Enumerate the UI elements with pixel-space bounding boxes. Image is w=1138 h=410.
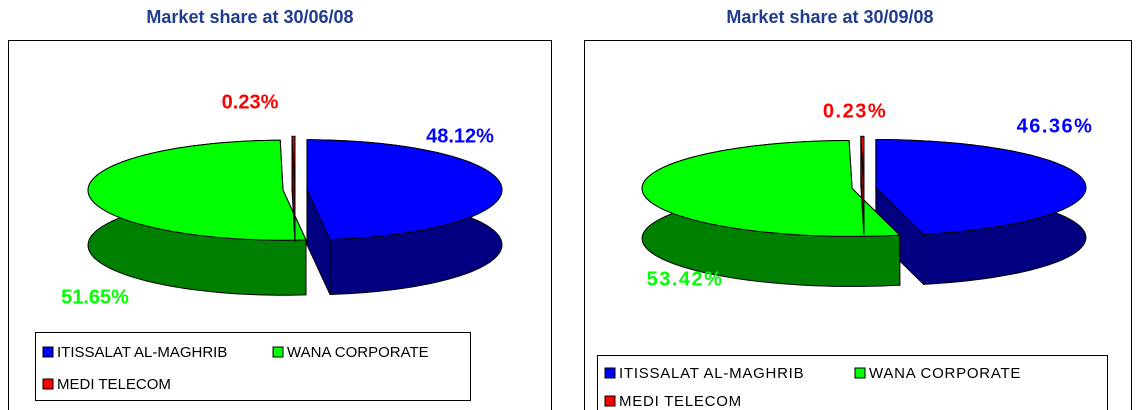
data-label: 46.36% bbox=[1017, 115, 1094, 137]
legend-swatch bbox=[854, 367, 866, 379]
legend-label: MEDI TELECOM bbox=[619, 393, 742, 410]
chart-title: Market share at 30/06/08 bbox=[146, 7, 353, 27]
legend-label: WANA CORPORATE bbox=[869, 365, 1021, 382]
data-label: 0.23% bbox=[222, 91, 279, 113]
slice bbox=[875, 139, 1087, 235]
legend-label: MEDI TELECOM bbox=[57, 376, 171, 393]
chart-title: Market share at 30/09/08 bbox=[726, 7, 933, 27]
legend-swatch bbox=[604, 395, 616, 407]
legend-swatch bbox=[272, 346, 284, 358]
slice bbox=[641, 139, 901, 237]
legend-swatch bbox=[42, 346, 54, 358]
data-label: 0.23% bbox=[823, 100, 887, 122]
legend-label: ITISSALAT AL-MAGHRIB bbox=[619, 365, 804, 382]
slice bbox=[291, 135, 296, 187]
slice bbox=[306, 139, 503, 240]
legend-box bbox=[35, 332, 471, 401]
data-label: 51.65% bbox=[61, 286, 129, 308]
slice bbox=[860, 135, 865, 185]
legend-swatch bbox=[42, 378, 54, 390]
data-label: 53.42% bbox=[647, 268, 724, 290]
legend-box bbox=[597, 355, 1108, 410]
legend-label: WANA CORPORATE bbox=[287, 344, 429, 361]
legend-swatch bbox=[604, 367, 616, 379]
slice bbox=[87, 139, 307, 241]
data-label: 48.12% bbox=[426, 125, 494, 147]
legend-label: ITISSALAT AL-MAGHRIB bbox=[57, 344, 227, 361]
